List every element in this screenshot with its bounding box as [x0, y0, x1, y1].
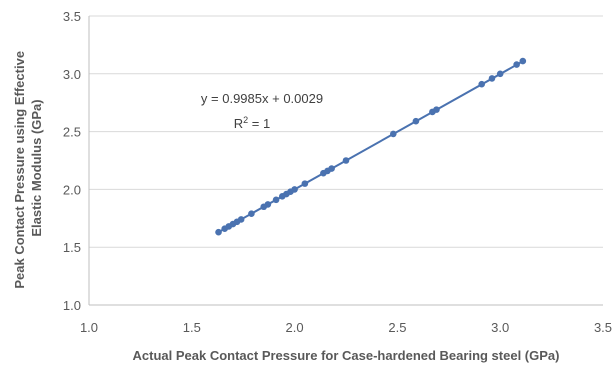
data-point — [433, 106, 440, 113]
y-tick-label: 1.0 — [63, 298, 81, 313]
data-point — [215, 228, 222, 236]
r-squared-symbol: R — [234, 116, 243, 131]
data-point — [513, 61, 520, 68]
axes — [88, 16, 603, 306]
x-tick-label: 1.5 — [183, 320, 201, 335]
x-tick-label: 2.5 — [388, 320, 406, 335]
gridlines — [89, 15, 603, 248]
data-point — [291, 186, 298, 193]
y-axis-title-line-2: Elastic Modulus (GPa) — [29, 99, 44, 236]
trendline-equation: y = 0.9985x + 0.0029 — [201, 91, 323, 106]
r-squared-superscript: 2 — [243, 115, 248, 125]
x-tick-label: 2.0 — [286, 320, 304, 335]
y-axis-title-line-1: Peak Contact Pressure using Effective — [12, 51, 27, 289]
data-point — [342, 157, 350, 164]
data-point — [328, 165, 335, 172]
data-points — [215, 57, 527, 236]
data-point — [488, 75, 496, 82]
data-point — [519, 57, 527, 65]
y-axis-title: Peak Contact Pressure using Effective El… — [12, 47, 44, 288]
y-tick-label: 1.5 — [63, 240, 81, 255]
y-tick-label: 3.5 — [63, 9, 81, 24]
data-point — [478, 80, 485, 88]
r-squared-label: R2 = 1 — [234, 115, 270, 131]
x-tick-label: 3.5 — [594, 320, 612, 335]
x-axis-title: Actual Peak Contact Pressure for Case-ha… — [133, 348, 560, 363]
y-tick-label: 2.5 — [63, 125, 81, 140]
data-point — [248, 210, 255, 217]
y-tick-label: 2.0 — [63, 182, 81, 197]
data-point — [301, 180, 309, 187]
tick-labels: 1.0 1.5 2.0 2.5 3.0 3.5 1.0 1.5 2.0 2.5 3.0 3.5 — [63, 9, 612, 335]
data-point — [412, 117, 420, 125]
data-point — [496, 70, 504, 78]
data-point — [272, 196, 280, 204]
x-tick-label: 3.0 — [491, 320, 509, 335]
data-point — [237, 216, 245, 223]
y-tick-label: 3.0 — [63, 67, 81, 82]
data-point — [389, 130, 397, 138]
r-squared-value: = 1 — [248, 116, 270, 131]
x-tick-label: 1.0 — [80, 320, 98, 335]
data-point — [264, 201, 272, 208]
